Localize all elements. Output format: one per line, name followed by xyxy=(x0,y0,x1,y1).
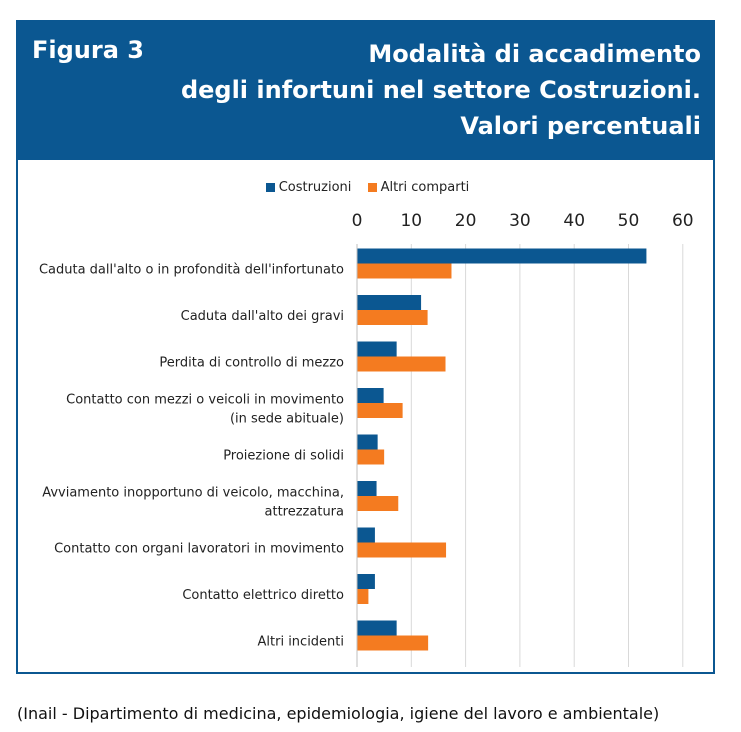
bar-altri-comparti-3 xyxy=(357,403,403,418)
category-label-0: Caduta dall'alto o in profondità dell'in… xyxy=(39,262,344,277)
figure-label: Figura 3 xyxy=(32,36,144,64)
bar-altri-comparti-4 xyxy=(357,449,385,465)
legend-swatch-altri-comparti xyxy=(367,183,377,192)
x-tick-label-20: 20 xyxy=(455,211,477,231)
bar-costruzioni-8 xyxy=(357,620,397,636)
x-tick-label-50: 50 xyxy=(618,211,640,231)
figure-title: Modalità di accadimento degli infortuni … xyxy=(101,36,701,144)
category-label-4: Proiezione di solidi xyxy=(223,448,344,463)
figure-title-line-1: Modalità di accadimento xyxy=(368,40,701,68)
bar-altri-comparti-2 xyxy=(357,356,446,372)
category-label-1: Caduta dall'alto dei gravi xyxy=(181,309,344,324)
bar-costruzioni-6 xyxy=(357,527,375,543)
category-label-3-line-1: (in sede abituale) xyxy=(230,411,344,426)
x-tick-label-40: 40 xyxy=(563,211,585,231)
figure-title-line-2: degli infortuni nel settore Costruzioni. xyxy=(180,76,701,104)
chart-legend: Costruzioni Altri comparti xyxy=(18,180,717,196)
legend-swatch-costruzioni xyxy=(265,183,275,192)
bar-altri-comparti-7 xyxy=(357,589,369,604)
legend-item-costruzioni: Costruzioni xyxy=(265,180,352,195)
x-tick-label-0: 0 xyxy=(352,211,363,231)
category-label-8: Altri incidenti xyxy=(258,634,345,649)
x-tick-label-10: 10 xyxy=(400,211,422,231)
bar-costruzioni-4 xyxy=(357,434,378,450)
x-tick-label-60: 60 xyxy=(672,211,694,231)
bar-costruzioni-0 xyxy=(357,248,647,264)
bar-chart: 0 10 20 30 40 50 60 Caduta dall'alto o in profo… xyxy=(39,211,694,667)
bar-altri-comparti-0 xyxy=(357,263,452,279)
category-label-5-line-1: attrezzatura xyxy=(265,504,344,519)
category-label-2: Perdita di controllo di mezzo xyxy=(159,355,344,370)
bar-altri-comparti-1 xyxy=(357,310,428,325)
legend-label-altri-comparti: Altri comparti xyxy=(380,180,470,195)
figure-frame: Figura 3 Modalità di accadimento degli i… xyxy=(16,20,715,674)
legend-item-altri-comparti: Altri comparti xyxy=(367,180,470,195)
category-label-3-line-0: Contatto con mezzi o veicoli in moviment… xyxy=(66,392,344,407)
category-label-6: Contatto con organi lavoratori in movime… xyxy=(54,541,344,556)
figure-title-line-3: Valori percentuali xyxy=(460,112,701,140)
bar-altri-comparti-6 xyxy=(357,542,447,558)
bar-costruzioni-7 xyxy=(357,574,375,589)
bar-altri-comparti-5 xyxy=(357,496,399,511)
category-label-5-line-0: Avviamento inopportuno di veicolo, macch… xyxy=(42,485,344,500)
bar-costruzioni-3 xyxy=(357,388,384,403)
bar-costruzioni-2 xyxy=(357,341,397,357)
source-note: (Inail - Dipartimento di medicina, epide… xyxy=(17,704,660,723)
bar-altri-comparti-8 xyxy=(357,635,429,651)
figure-header: Figura 3 Modalità di accadimento degli i… xyxy=(18,22,713,160)
x-tick-label-30: 30 xyxy=(509,211,531,231)
bar-costruzioni-1 xyxy=(357,295,422,310)
bar-costruzioni-5 xyxy=(357,481,377,496)
category-label-7: Contatto elettrico diretto xyxy=(182,588,344,603)
legend-label-costruzioni: Costruzioni xyxy=(278,180,352,195)
